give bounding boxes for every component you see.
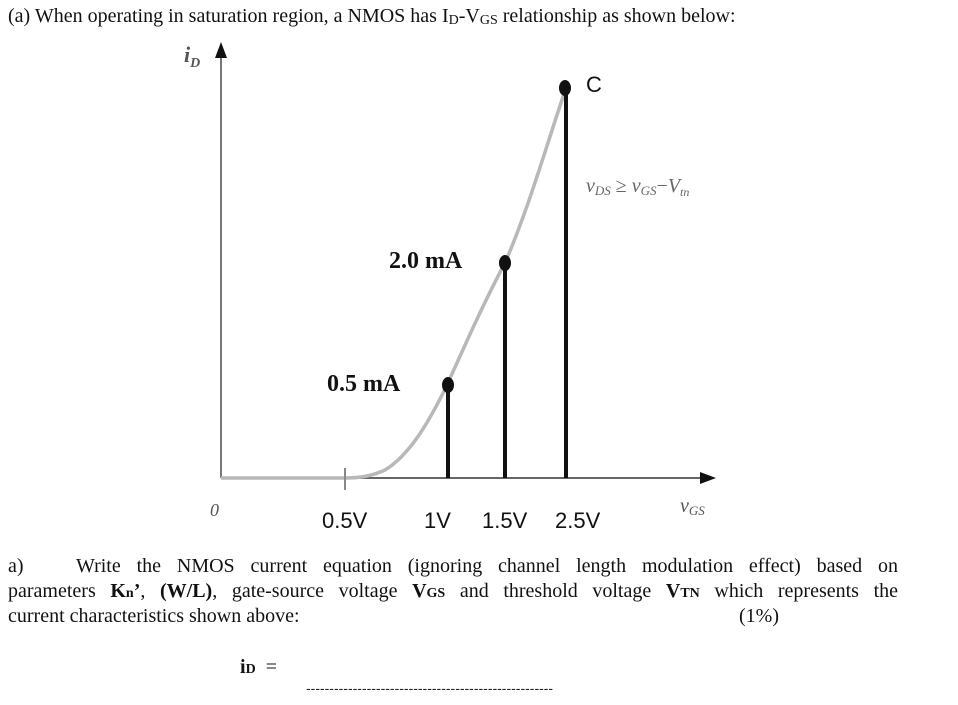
label-0-5ma: 0.5 mA [327, 371, 401, 397]
question-text-1: Write the NMOS current equation (ignorin… [76, 555, 898, 577]
header-sub-gs: GS [479, 13, 498, 28]
x-axis-arrow-icon [700, 472, 716, 484]
tick-label-1v: 1V [424, 508, 451, 533]
label-2-0ma: 2.0 mA [389, 248, 463, 274]
question-line-3: current characteristics shown above: [8, 604, 300, 629]
q2-kn-sub: n [125, 586, 134, 601]
q2-kn-prime: ’ [133, 580, 141, 602]
x-axis-label: vGS [680, 495, 705, 518]
tick-label-2-5v: 2.5V [555, 508, 601, 533]
question-text-3: current characteristics shown above: [8, 605, 300, 627]
point-2-0ma [499, 255, 511, 271]
q2-vtn: V [665, 580, 681, 602]
q2-a: parameters [8, 580, 111, 602]
point-c [559, 80, 571, 96]
y-axis-arrow-icon [215, 42, 227, 58]
tick-label-0-5v: 0.5V [322, 508, 368, 533]
answer-equals: = [265, 656, 277, 678]
saturation-condition: vDS ≥ vGS−Vtn [586, 175, 689, 199]
origin-label: 0 [210, 500, 219, 520]
q2-vgs-sub: GS [426, 586, 446, 601]
answer-line: iD = [240, 656, 277, 679]
header-text: (a) When operating in saturation region,… [8, 5, 449, 27]
answer-id: i [240, 656, 246, 678]
answer-id-sub: D [245, 662, 256, 677]
q2-d: and threshold voltage [445, 580, 666, 602]
q2-kn: K [110, 580, 126, 602]
answer-blank[interactable]: ----------------------------------------… [306, 680, 554, 696]
y-axis-label: iD [184, 42, 200, 71]
tick-label-1-5v: 1.5V [482, 508, 528, 533]
q2-vtn-sub: TN [680, 586, 700, 601]
point-0-5ma [442, 377, 454, 393]
question-marker: a) [8, 555, 24, 577]
q2-e: which represents the [699, 580, 899, 602]
id-curve [221, 87, 568, 480]
question-header: (a) When operating in saturation region,… [8, 4, 736, 33]
q2-vgs: V [412, 580, 427, 602]
q2-b: , [140, 580, 160, 602]
q2-c: , gate-source voltage [212, 580, 413, 602]
question-line-1: a) Write the NMOS current equation (igno… [8, 554, 898, 579]
label-c: C [586, 72, 602, 97]
header-suffix: relationship as shown below: [497, 5, 736, 27]
marks-label: (1%) [739, 605, 779, 627]
header-mid: -V [458, 5, 480, 27]
q2-wl: (W/L) [160, 580, 213, 602]
header-sub-d: D [448, 13, 459, 28]
question-line-2: parameters Kn’, (W/L), gate-source volta… [8, 579, 898, 606]
